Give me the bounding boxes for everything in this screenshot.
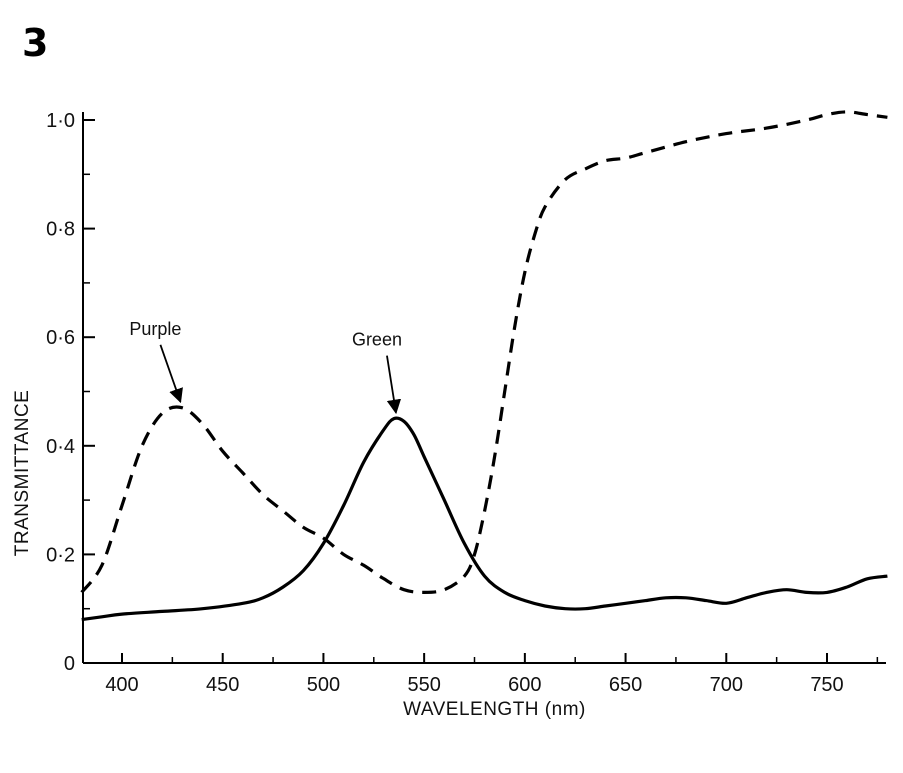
figure-number: 3 [22,21,48,65]
x-axis-ticks: 400 450 500 550 600 650 700 750 [105,653,879,696]
y-tick-label: 0·2 [46,544,75,566]
y-axis-title: TRANSMITTANCE [12,390,33,557]
series-layer [80,110,888,622]
series-line-purple [80,110,888,594]
annotation-purple-arrow [159,344,183,404]
y-axis-ticks: 0 0·2 0·4 0·6 0·8 1·0 [46,110,95,675]
annotation-layer: Purple Green [129,319,402,415]
x-axis-title: WAVELENGTH (nm) [403,699,586,720]
y-tick-label: 0·8 [46,219,75,241]
x-tick-label: 650 [609,674,642,696]
x-tick-label: 450 [206,674,239,696]
x-tick-label: 600 [508,674,541,696]
y-tick-label: 0·6 [46,327,75,349]
annotation-green-label: Green [352,330,402,350]
annotation-green-arrow [386,355,402,415]
x-tick-label: 400 [105,674,138,696]
y-tick-label: 1·0 [46,110,75,132]
series-line-green [81,416,888,622]
y-tick-label: 0·4 [46,436,75,458]
y-tick-label: 0 [64,653,75,675]
x-tick-label: 750 [810,674,843,696]
x-tick-label: 700 [710,674,743,696]
x-tick-label: 550 [407,674,440,696]
x-tick-label: 500 [307,674,340,696]
annotation-purple-label: Purple [129,319,181,339]
